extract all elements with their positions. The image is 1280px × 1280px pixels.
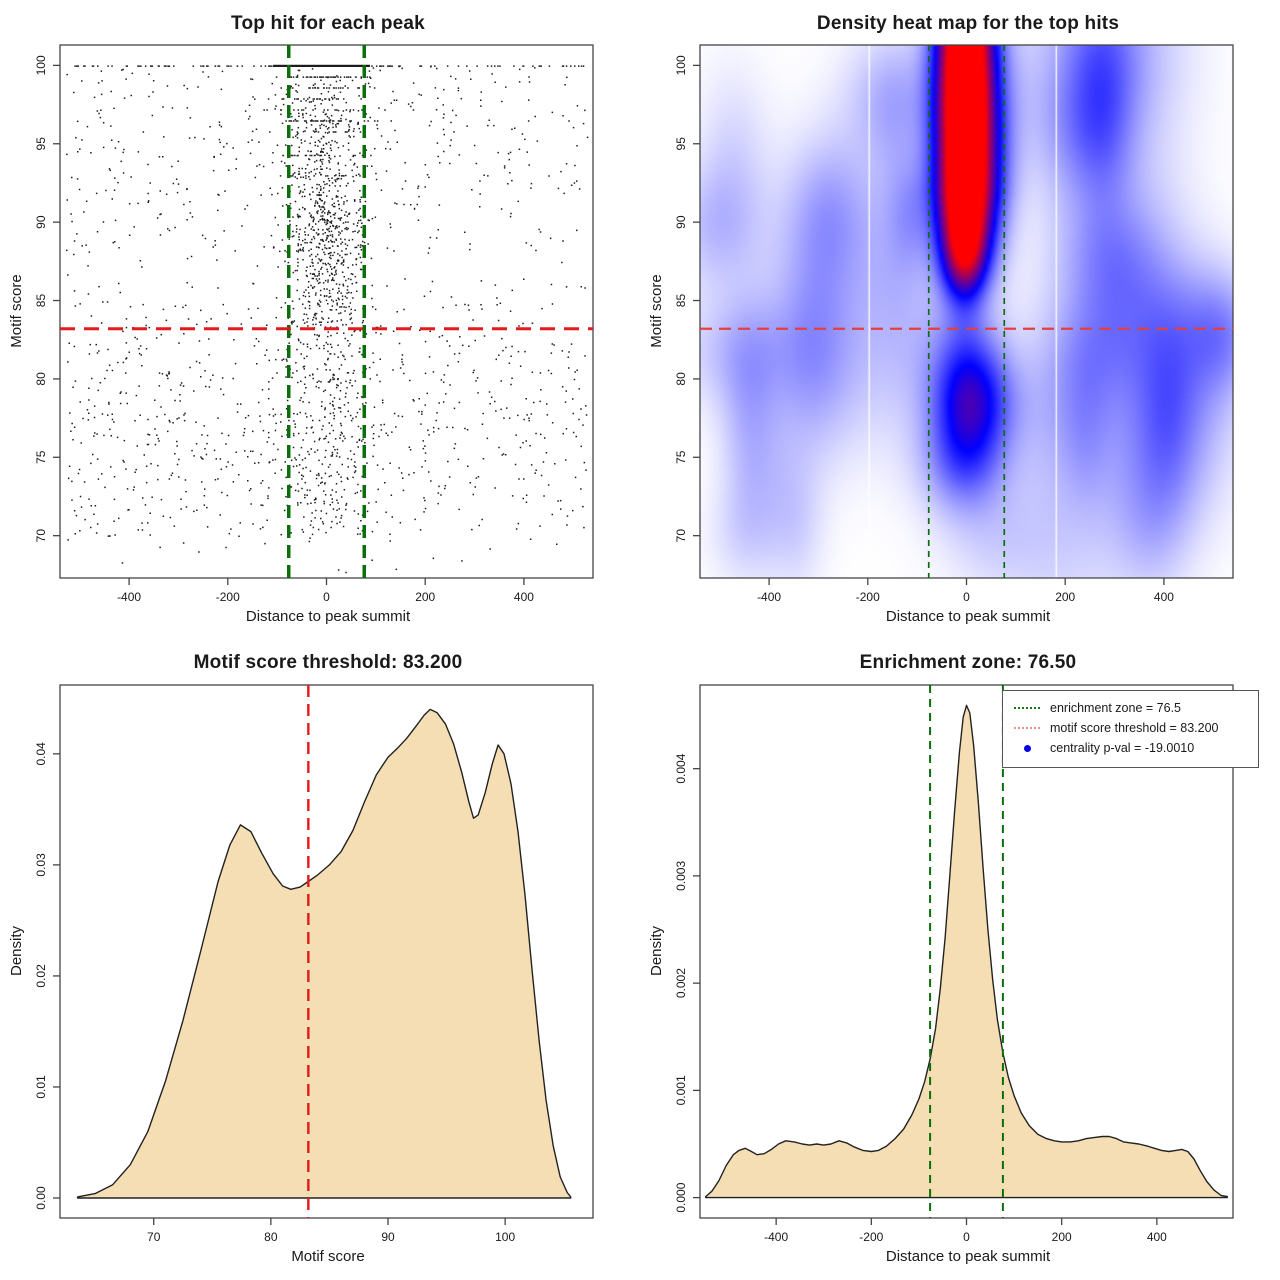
svg-text:0.000: 0.000 [674, 1182, 688, 1212]
heatmap-title: Density heat map for the top hits [816, 13, 1120, 34]
svg-text:70: 70 [674, 529, 688, 543]
axes [53, 44, 594, 585]
tick-labels: -400 -200 0 200 400 70 75 80 85 90 95 100 [34, 55, 534, 604]
svg-text:0: 0 [963, 1230, 970, 1244]
scatter-yaxis-label: Motif score [8, 274, 25, 348]
legend-row: enrichment zone = 76.5 [1012, 698, 1248, 718]
svg-text:-200: -200 [216, 590, 240, 604]
svg-text:95: 95 [34, 137, 48, 151]
svg-text:85: 85 [34, 294, 48, 308]
svg-text:-400: -400 [117, 590, 141, 604]
svg-text:0.003: 0.003 [674, 861, 688, 891]
svg-text:-200: -200 [859, 1230, 883, 1244]
svg-text:0.04: 0.04 [34, 742, 48, 766]
score-xaxis-label: Motif score [291, 1248, 365, 1265]
density-curve [76, 708, 572, 1199]
svg-text:0.002: 0.002 [674, 968, 688, 998]
legend-row: motif score threshold = 83.200 [1012, 718, 1248, 738]
score-density-panel: 70 80 90 100 0.00 0.01 0.02 0.03 0.04 [0, 640, 640, 1280]
heatmap-canvas [700, 45, 1233, 578]
svg-text:90: 90 [381, 1230, 395, 1244]
svg-text:70: 70 [34, 529, 48, 543]
svg-text:0.03: 0.03 [34, 853, 48, 877]
heatmap-xaxis-label: Distance to peak summit [885, 608, 1051, 625]
legend-label: centrality p-val = -19.0010 [1050, 741, 1195, 755]
scatter-points [66, 65, 589, 574]
svg-text:90: 90 [34, 215, 48, 229]
svg-text:75: 75 [674, 450, 688, 464]
score-density-svg: 70 80 90 100 0.00 0.01 0.02 0.03 0.04 [34, 684, 594, 1244]
axes [53, 684, 594, 1225]
svg-text:400: 400 [1147, 1230, 1167, 1244]
top-score-solid-line [273, 64, 370, 67]
centrality-pval-dot-icon [1012, 744, 1042, 752]
svg-text:0.001: 0.001 [674, 1075, 688, 1105]
score-threshold-dotted-line-icon [1012, 727, 1042, 729]
svg-text:100: 100 [674, 55, 688, 75]
distance-density-title: Enrichment zone: 76.50 [859, 652, 1077, 673]
svg-text:80: 80 [264, 1230, 278, 1244]
legend-row: centrality p-val = -19.0010 [1012, 738, 1248, 758]
svg-text:0.02: 0.02 [34, 964, 48, 988]
svg-text:-200: -200 [856, 590, 880, 604]
svg-text:200: 200 [415, 590, 435, 604]
distance-yaxis-label: Density [648, 925, 665, 977]
density-curve [705, 704, 1228, 1199]
heatmap-plot-svg: -400 -200 0 200 400 70 75 80 85 90 95 100 [674, 44, 1234, 604]
axes [693, 684, 1234, 1225]
distance-density-panel: -400 -200 0 200 400 0.000 0.001 0.002 0.003 0.004 [640, 640, 1280, 1280]
svg-text:90: 90 [674, 215, 688, 229]
svg-text:0.01: 0.01 [34, 1075, 48, 1099]
distance-density-svg: -400 -200 0 200 400 0.000 0.001 0.002 0.003 0.004 [674, 684, 1234, 1244]
heatmap-yaxis-label: Motif score [648, 274, 665, 348]
svg-text:75: 75 [34, 450, 48, 464]
svg-text:400: 400 [514, 590, 534, 604]
svg-text:100: 100 [495, 1230, 515, 1244]
svg-text:0: 0 [963, 590, 970, 604]
scatter-panel: -400 -200 0 200 400 70 75 80 85 90 95 100 [0, 0, 640, 640]
scatter-plot-svg: -400 -200 0 200 400 70 75 80 85 90 95 100 [34, 44, 594, 604]
svg-text:200: 200 [1052, 1230, 1072, 1244]
svg-text:0.00: 0.00 [34, 1186, 48, 1210]
svg-text:-400: -400 [764, 1230, 788, 1244]
svg-text:100: 100 [34, 55, 48, 75]
legend-label: enrichment zone = 76.5 [1050, 701, 1181, 715]
enrichment-zone-dotted-line-icon [1012, 707, 1042, 709]
legend: enrichment zone = 76.5 motif score thres… [1002, 690, 1259, 768]
scatter-title: Top hit for each peak [231, 13, 425, 34]
tick-labels: 70 80 90 100 0.00 0.01 0.02 0.03 0.04 [34, 742, 515, 1244]
svg-text:0.004: 0.004 [674, 753, 688, 783]
svg-text:95: 95 [674, 137, 688, 151]
svg-text:80: 80 [674, 372, 688, 386]
distance-xaxis-label: Distance to peak summit [885, 1248, 1051, 1265]
tick-labels: -400 -200 0 200 400 0.000 0.001 0.002 0.003 0.004 [674, 753, 1167, 1244]
heatmap-panel: -400 -200 0 200 400 70 75 80 85 90 95 100 [640, 0, 1280, 640]
tick-labels: -400 -200 0 200 400 70 75 80 85 90 95 100 [674, 55, 1174, 604]
svg-text:80: 80 [34, 372, 48, 386]
svg-text:70: 70 [147, 1230, 161, 1244]
svg-text:0: 0 [323, 590, 330, 604]
score-density-title: Motif score threshold: 83.200 [193, 652, 463, 673]
score-yaxis-label: Density [8, 925, 25, 977]
svg-text:200: 200 [1055, 590, 1075, 604]
svg-text:400: 400 [1154, 590, 1174, 604]
legend-label: motif score threshold = 83.200 [1050, 721, 1219, 735]
scatter-xaxis-label: Distance to peak summit [245, 608, 411, 625]
axes [693, 44, 1234, 585]
svg-text:85: 85 [674, 294, 688, 308]
svg-text:-400: -400 [757, 590, 781, 604]
